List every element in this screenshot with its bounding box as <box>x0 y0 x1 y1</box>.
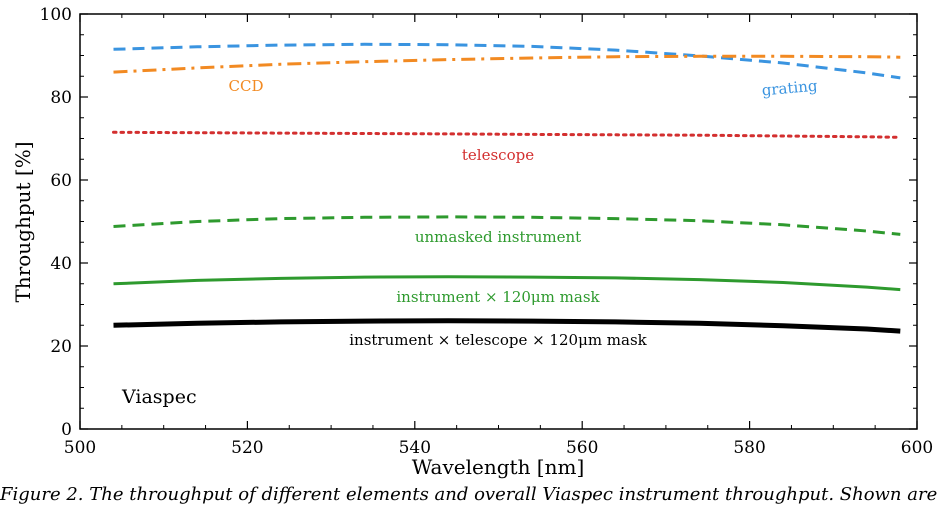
series-label-4: instrument × 120μm mask <box>396 288 600 306</box>
series-label-2: telescope <box>462 146 534 164</box>
series-label-0: grating <box>761 77 819 100</box>
series-label-1: CCD <box>229 77 264 95</box>
throughput-chart: grating CCD telescope unmasked instrument in… <box>11 5 934 479</box>
series-line-0 <box>113 42 901 80</box>
x-tick-label: 560 <box>566 438 598 458</box>
y-tick-label: 100 <box>40 5 72 25</box>
x-tick-label: 580 <box>733 438 765 458</box>
figure-caption: Figure 2. The throughput of different el… <box>0 484 940 505</box>
series-line-1 <box>113 54 901 74</box>
x-tick-label: 520 <box>231 438 263 458</box>
ticks-layer: 500 520 540 560 580 600 0 20 40 60 80 100 <box>40 5 934 458</box>
y-tick-label: 80 <box>50 88 72 108</box>
series-line-5 <box>113 318 901 334</box>
x-tick-label: 600 <box>901 438 933 458</box>
series-line-4 <box>113 275 901 292</box>
plot-frame <box>79 13 918 430</box>
series-layer <box>112 42 902 334</box>
series-line-2 <box>112 130 902 139</box>
panel-label-viaspec: Viaspec <box>121 386 197 408</box>
series-label-5: instrument × telescope × 120μm mask <box>349 331 647 349</box>
series-label-3: unmasked instrument <box>415 228 581 246</box>
y-tick-label: 60 <box>50 171 72 191</box>
x-tick-label: 500 <box>64 438 96 458</box>
y-tick-label: 20 <box>50 337 72 357</box>
y-tick-label: 0 <box>61 420 72 440</box>
x-tick-label: 540 <box>399 438 431 458</box>
x-axis-title: Wavelength [nm] <box>412 455 585 479</box>
series-labels-layer: grating CCD telescope unmasked instrument in… <box>229 77 819 349</box>
y-tick-label: 40 <box>50 254 72 274</box>
y-axis-title: Throughput [%] <box>11 141 35 302</box>
series-line-3 <box>113 215 901 236</box>
